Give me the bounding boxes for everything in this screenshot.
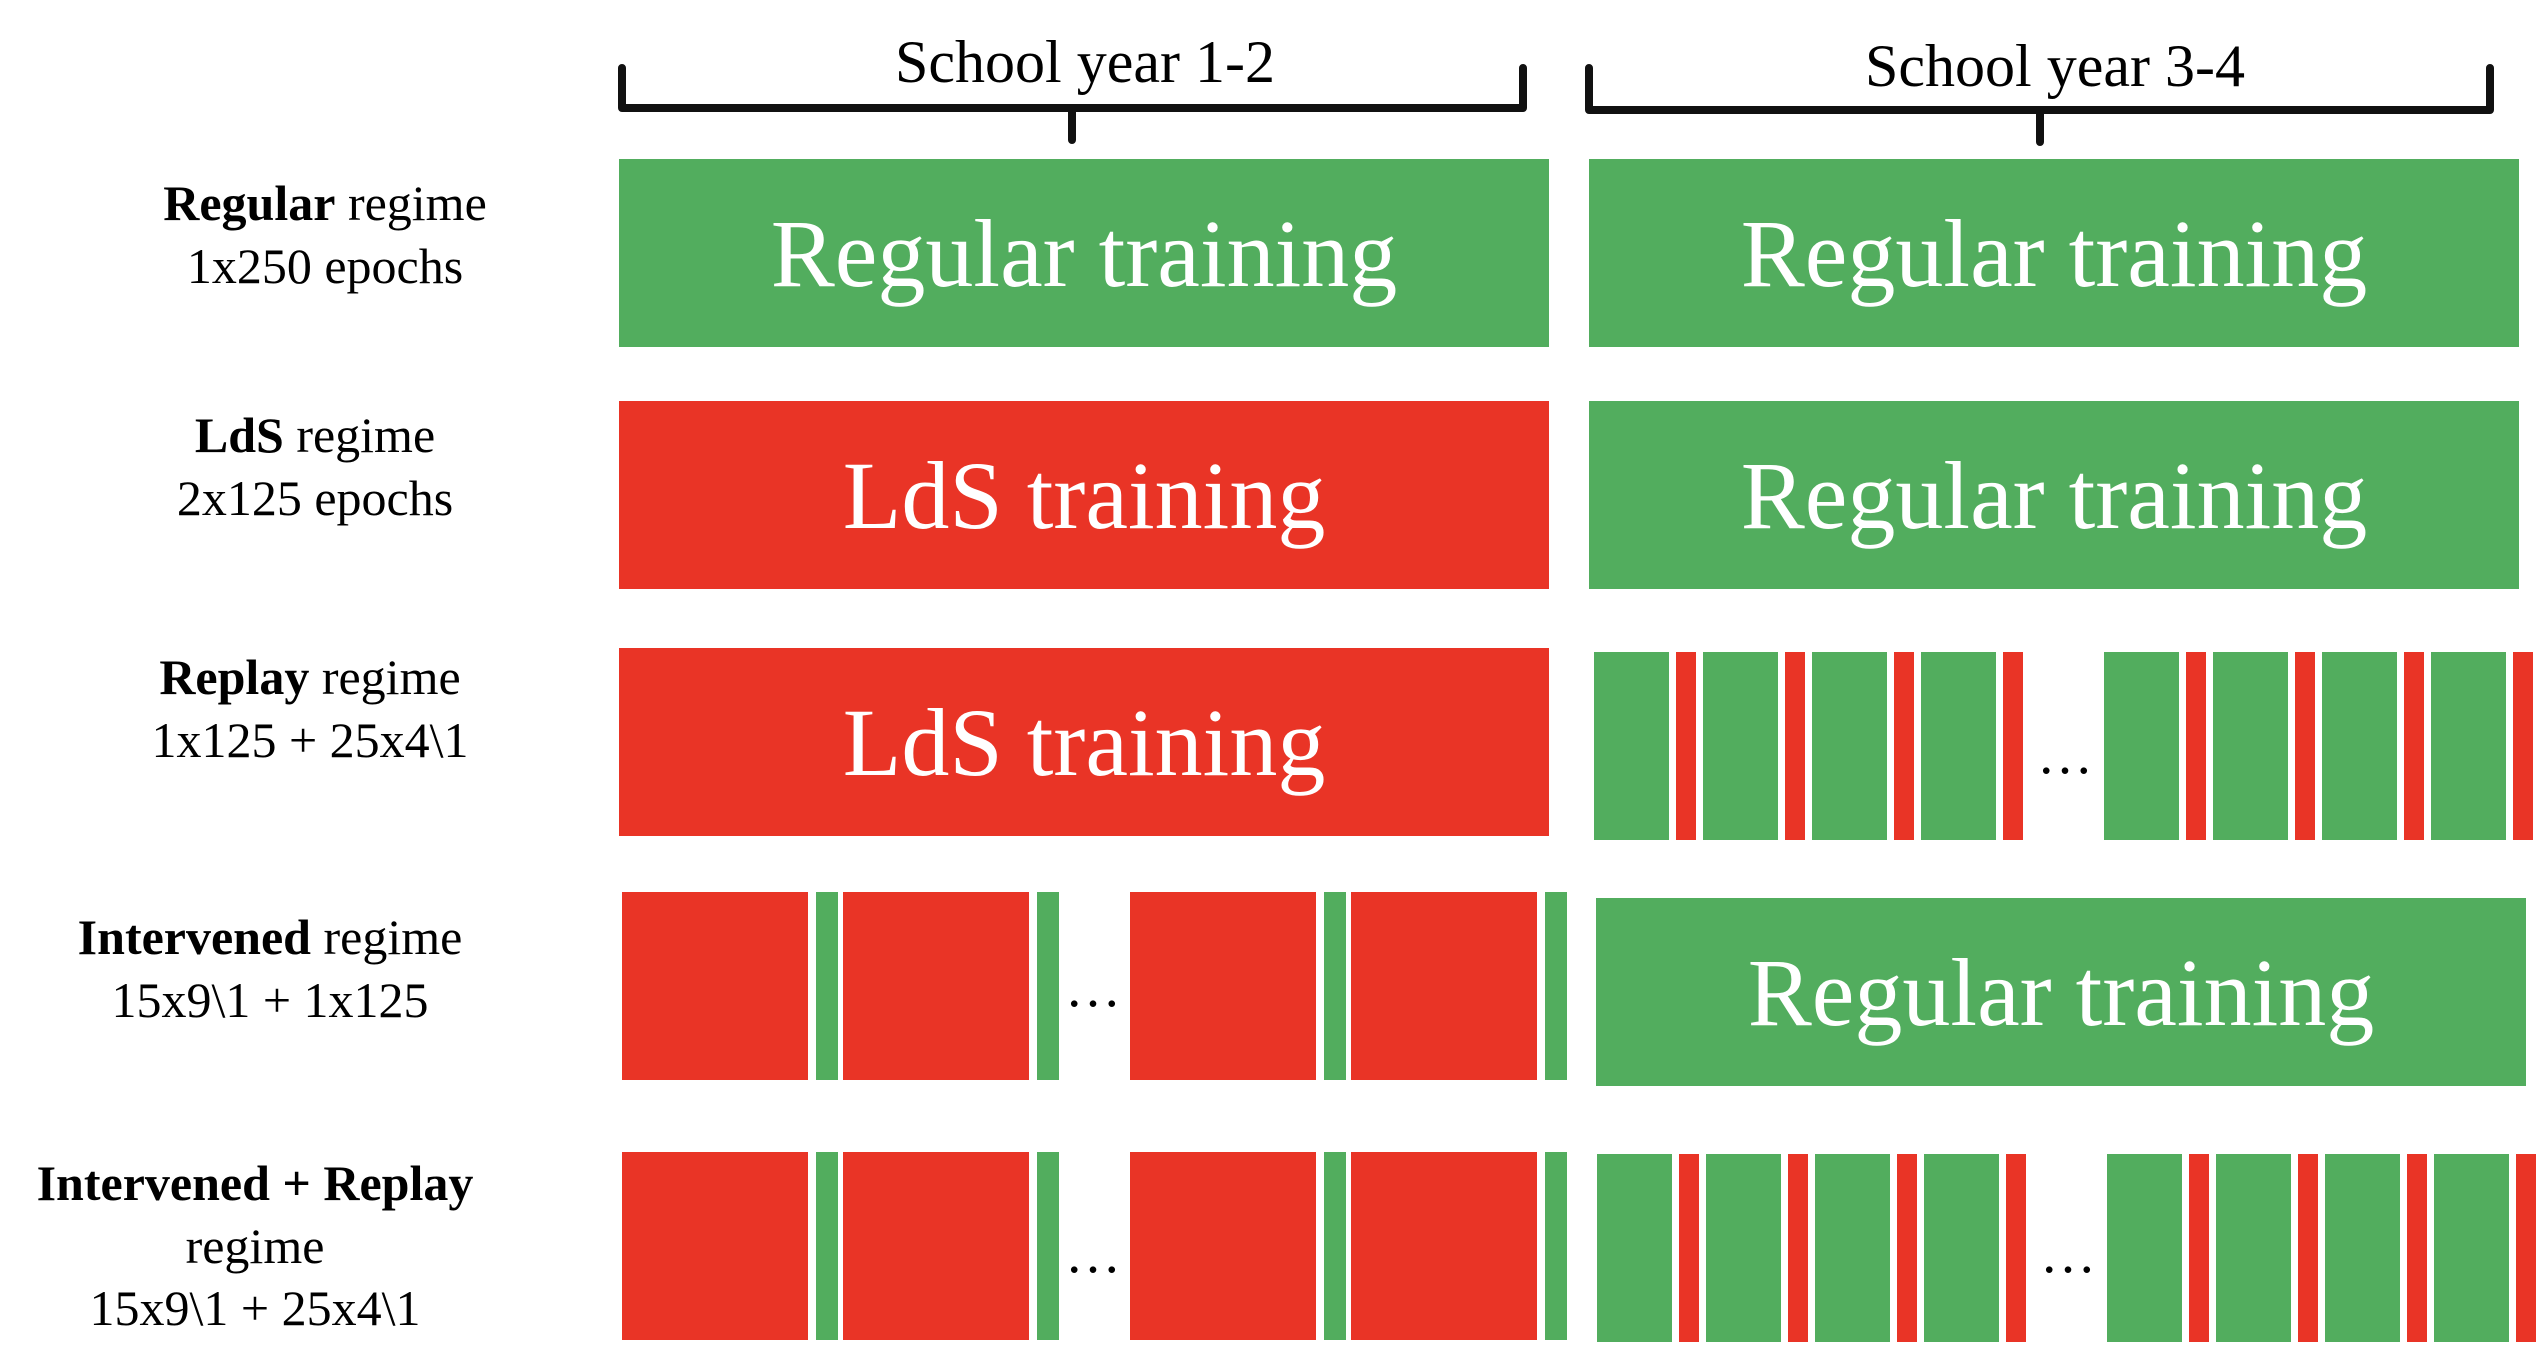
row-label-intervened-epochs: 15x9\1 + 1x125 [111,971,429,1028]
replay-green-seg-0-0 [1594,652,1669,840]
row-label-intervened-replay-epochs: 15x9\1 + 25x4\1 [89,1280,421,1336]
replay-green-seg-1-1 [2216,1154,2291,1342]
replay-green-seg-1-2 [2322,652,2397,840]
replay-red-seg-0-0 [1676,652,1696,840]
replay-red-seg-0-2 [1897,1154,1917,1342]
row-label-replay-epochs: 1x125 + 25x4\1 [151,711,469,768]
replay-green-seg-1-0 [2107,1154,2182,1342]
replay-green-seg-0-2 [1815,1154,1890,1342]
header-school-year-3-4: School year 3-4 [1865,33,2245,99]
replay-green-seg-1-0 [2104,652,2179,840]
replay-red-seg-0-2 [1894,652,1914,840]
intervened-red-seg-2 [1130,1152,1316,1340]
replay-red-seg-1-0 [2189,1154,2209,1342]
intervened-red-seg-3 [1351,1152,1537,1340]
block-regular-training-r4c2: Regular training [1596,898,2526,1086]
intervened-red-seg-0 [622,1152,808,1340]
replay-green-seg-0-3 [1924,1154,1999,1342]
row-label-replay: Replay regime 1x125 + 25x4\1 [95,646,525,771]
replay-green-seg-1-3 [2434,1154,2509,1342]
intervened-green-seg-3 [1545,1152,1567,1340]
replay-red-seg-1-3 [2513,652,2533,840]
row-label-lds-epochs: 2x125 epochs [176,469,454,526]
intervened-green-seg-0 [816,1152,838,1340]
block-lds-training-r2c1: LdS training [619,401,1549,589]
row-label-intervened-replay-title: Intervened + Replay [36,1155,474,1211]
replay-green-seg-0-3 [1921,652,1996,840]
row-label-intervened: Intervened regime 15x9\1 + 1x125 [40,906,500,1031]
replay-red-seg-0-1 [1785,652,1805,840]
intervened-green-seg-0 [816,892,838,1080]
intervened-red-seg-1 [843,892,1029,1080]
row-label-regular-title: Regular regime [163,175,487,231]
replay-green-seg-0-2 [1812,652,1887,840]
block-lds-training-r3c1: LdS training [619,648,1549,836]
ellipsis-r4: … [1065,957,1121,1019]
replay-red-seg-0-0 [1679,1154,1699,1342]
replay-green-seg-1-3 [2431,652,2506,840]
replay-red-seg-1-3 [2516,1154,2536,1342]
replay-green-seg-0-1 [1703,652,1778,840]
row-label-lds: LdS regime 2x125 epochs [100,404,530,529]
replay-red-seg-1-0 [2186,652,2206,840]
replay-green-seg-1-1 [2213,652,2288,840]
header-school-year-1-2: School year 1-2 [895,29,1275,95]
replay-red-seg-1-1 [2295,652,2315,840]
intervened-red-seg-2 [1130,892,1316,1080]
ellipsis-r5c1: … [1065,1223,1121,1285]
row-label-lds-title: LdS regime [194,407,436,463]
row-label-replay-title: Replay regime [159,649,461,705]
intervened-green-seg-1 [1037,1152,1059,1340]
block-regular-training-r1c1: Regular training [619,159,1549,347]
replay-red-seg-0-3 [2006,1154,2026,1342]
intervened-green-seg-2 [1324,1152,1346,1340]
block-regular-training-r2c2: Regular training [1589,401,2519,589]
replay-green-seg-1-2 [2325,1154,2400,1342]
ellipsis-r3: … [2037,724,2093,786]
replay-red-seg-1-1 [2298,1154,2318,1342]
row-label-intervened-replay-regime: regime [185,1217,325,1274]
row-label-regular-epochs: 1x250 epochs [186,237,464,294]
block-regular-training-r1c2: Regular training [1589,159,2519,347]
replay-red-seg-1-2 [2404,652,2424,840]
intervened-green-seg-2 [1324,892,1346,1080]
replay-red-seg-0-1 [1788,1154,1808,1342]
row-label-intervened-replay: Intervened + Replay regime 15x9\1 + 25x4… [0,1152,510,1340]
intervened-red-seg-1 [843,1152,1029,1340]
intervened-red-seg-3 [1351,892,1537,1080]
replay-green-seg-0-1 [1706,1154,1781,1342]
row-label-intervened-title: Intervened regime [77,909,463,965]
replay-green-seg-0-0 [1597,1154,1672,1342]
intervened-green-seg-1 [1037,892,1059,1080]
intervened-red-seg-0 [622,892,808,1080]
replay-red-seg-0-3 [2003,652,2023,840]
replay-red-seg-1-2 [2407,1154,2427,1342]
row-label-regular: Regular regime 1x250 epochs [110,172,540,297]
ellipsis-r5c2: … [2040,1223,2096,1285]
intervened-green-seg-3 [1545,892,1567,1080]
